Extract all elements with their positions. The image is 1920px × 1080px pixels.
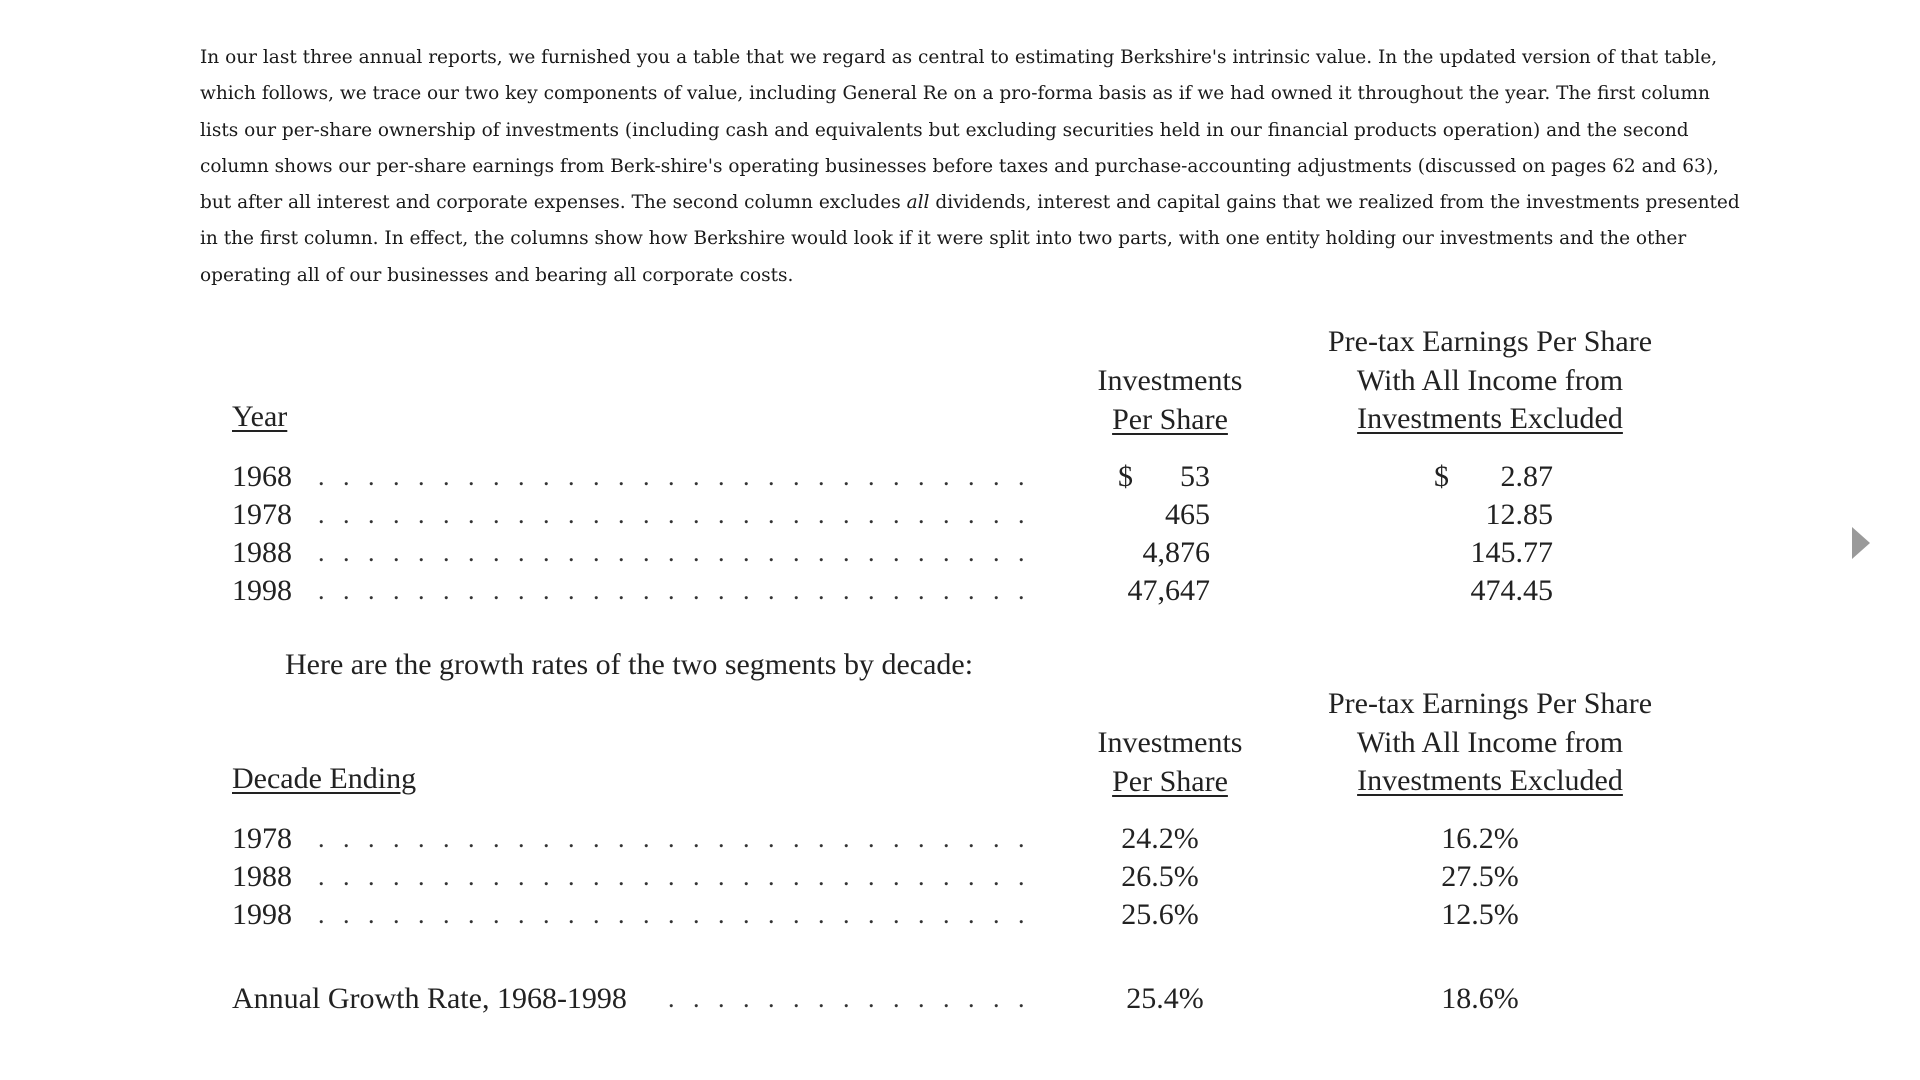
intro-emphasis: all — [906, 192, 930, 214]
dot-leader: . . . . . . . . . . . . . . . . . . . . … — [318, 462, 1030, 491]
dot-leader: . . . . . . . . . . . . . . . . . . . . … — [318, 824, 1030, 853]
table1-row-year: 1998 — [232, 574, 292, 607]
table2-col2-header: Pre-tax Earnings Per Share With All Inco… — [1290, 685, 1690, 801]
table1-row-year: 1988 — [232, 536, 292, 569]
table1-col1-header: Investments Per Share — [1060, 362, 1280, 439]
table2-row-inv: 24.2% — [1121, 822, 1199, 855]
table2-row-earn: 27.5% — [1441, 860, 1519, 893]
table1-col2-header-line3: Investments Excluded — [1357, 402, 1623, 435]
table1-row-inv: 4,876 — [1142, 536, 1211, 569]
annual-growth-inv: 25.4% — [1126, 982, 1204, 1015]
table2-col2-header-line3: Investments Excluded — [1357, 764, 1623, 797]
table1-row-earn: 145.77 — [1470, 536, 1554, 569]
intro-text-part1: In our last three annual reports, we fur… — [200, 47, 1719, 214]
table2-row-inv: 25.6% — [1121, 898, 1199, 931]
table2-col2-header-line1: Pre-tax Earnings Per Share — [1327, 687, 1653, 720]
table1-col2-header: Pre-tax Earnings Per Share With All Inco… — [1290, 323, 1690, 439]
table2-row-earn: 12.5% — [1441, 898, 1519, 931]
dot-leader: . . . . . . . . . . . . . . . . . . . . … — [668, 984, 1030, 1013]
table1-row-earn: 2.87 — [1500, 460, 1554, 493]
table1-row-year: 1968 — [232, 460, 292, 493]
dot-leader: . . . . . . . . . . . . . . . . . . . . … — [318, 900, 1030, 929]
table2-decade-header: Decade Ending — [232, 762, 417, 795]
table1-col2-header-line2: With All Income from — [1356, 363, 1624, 397]
table2-col1-header-line2: Per Share — [1112, 764, 1228, 798]
table2-row-inv: 26.5% — [1121, 860, 1199, 893]
growth-rates-intro: Here are the growth rates of the two seg… — [285, 648, 974, 681]
table1-col1-header-line2: Per Share — [1112, 402, 1228, 436]
table1-row-earn: 474.45 — [1470, 574, 1554, 607]
table1-currency-symbol: $ — [1434, 460, 1449, 493]
annual-growth-label: Annual Growth Rate, 1968-1998 — [232, 982, 627, 1015]
dot-leader: . . . . . . . . . . . . . . . . . . . . … — [318, 500, 1030, 529]
table2-col2-header-line2: With All Income from — [1356, 725, 1624, 759]
table2-row-year: 1998 — [232, 898, 292, 931]
table1-col1-header-line1: Investments — [1097, 364, 1243, 397]
annual-growth-earn: 18.6% — [1441, 982, 1519, 1015]
table1-row-earn: 12.85 — [1485, 498, 1554, 531]
dot-leader: . . . . . . . . . . . . . . . . . . . . … — [318, 576, 1030, 605]
intro-text-part2: dividends, interest and capital gains th… — [200, 192, 1740, 286]
table1-row-inv: 47,647 — [1127, 574, 1211, 607]
table1-currency-symbol: $ — [1118, 460, 1133, 493]
table2-row-year: 1978 — [232, 822, 292, 855]
table1-year-header: Year — [232, 400, 288, 433]
dot-leader: . . . . . . . . . . . . . . . . . . . . … — [318, 862, 1030, 891]
table2-col1-header: Investments Per Share — [1060, 724, 1280, 801]
table2-row-earn: 16.2% — [1441, 822, 1519, 855]
next-page-arrow-icon[interactable] — [1852, 527, 1870, 559]
table2-row-year: 1988 — [232, 860, 292, 893]
table2-col1-header-line1: Investments — [1097, 726, 1243, 759]
dot-leader: . . . . . . . . . . . . . . . . . . . . … — [318, 538, 1030, 567]
table1-row-inv: 53 — [1180, 460, 1210, 493]
intro-paragraph: In our last three annual reports, we fur… — [200, 40, 1740, 294]
table1-row-inv: 465 — [1165, 498, 1210, 531]
table1-col2-header-line1: Pre-tax Earnings Per Share — [1327, 325, 1653, 358]
table1-row-year: 1978 — [232, 498, 292, 531]
